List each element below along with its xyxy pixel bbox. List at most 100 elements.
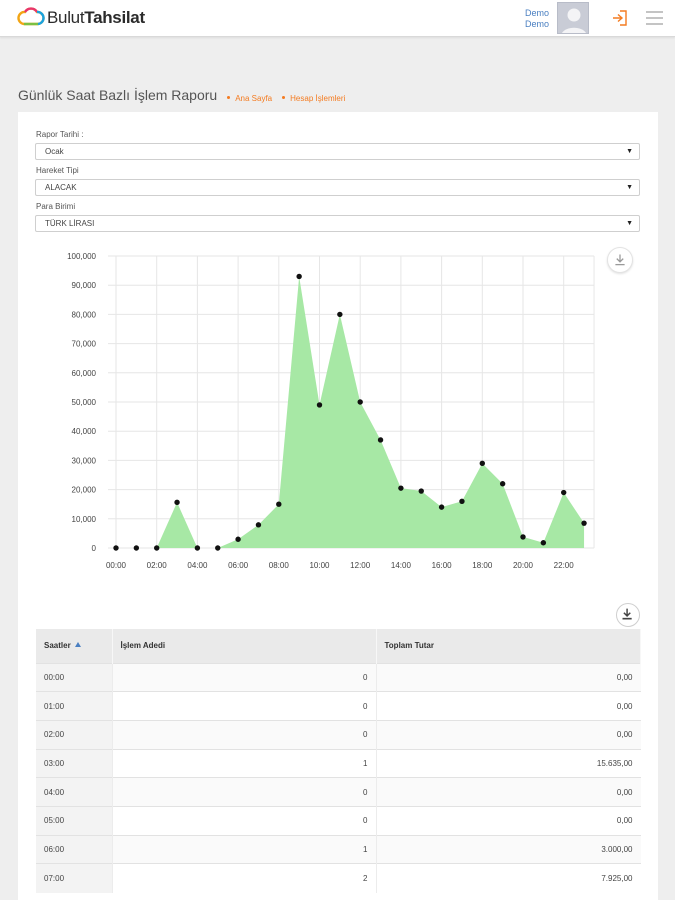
- data-point[interactable]: [398, 485, 404, 491]
- hourly-area-chart: 0 10,000 20,000 30,000 40,000 50,000 60,000 70,…: [67, 252, 595, 570]
- cell-count: 1: [111, 748, 376, 778]
- cell-total: 0,00: [375, 691, 641, 721]
- x-tick-label: 22:00: [554, 561, 575, 570]
- menu-bar-icon: [646, 11, 663, 13]
- page-title: Günlük Saat Bazlı İşlem Raporu: [18, 87, 218, 103]
- table-row: 05:00 0 0,00: [36, 805, 641, 836]
- y-tick-label: 10,000: [72, 515, 97, 524]
- breadcrumb-account-ops-label: Hesap İşlemleri: [290, 94, 346, 103]
- x-tick-label: 08:00: [269, 561, 290, 570]
- transaction-type-label: Hareket Tipi: [36, 166, 79, 175]
- data-point[interactable]: [438, 504, 445, 510]
- user-info[interactable]: Demo Demo: [525, 8, 549, 30]
- logout-icon: [613, 10, 627, 26]
- logo-text-part2: Tahsilat: [84, 8, 145, 27]
- user-name: Demo: [524, 8, 549, 18]
- cell-hour: 04:00: [36, 777, 112, 807]
- column-header-count-label: İşlem Adedi: [120, 641, 166, 651]
- y-tick-label: 60,000: [72, 369, 97, 378]
- y-tick-label: 90,000: [72, 281, 97, 290]
- column-header-total[interactable]: Toplam Tutar: [376, 629, 641, 663]
- data-point[interactable]: [418, 488, 424, 494]
- cell-count: 2: [111, 863, 376, 893]
- logo-text-part1: Bulut: [47, 8, 85, 27]
- data-point[interactable]: [377, 437, 384, 443]
- breadcrumb-home[interactable]: Ana Sayfa: [227, 94, 272, 103]
- y-tick-label: 70,000: [72, 340, 97, 349]
- cell-count: 0: [111, 691, 376, 721]
- bullet-icon: [227, 96, 231, 99]
- column-header-hours[interactable]: Saatler: [36, 629, 113, 663]
- user-silhouette-icon: [562, 8, 586, 33]
- chart-download-button[interactable]: [607, 247, 633, 273]
- breadcrumb-account-ops[interactable]: Hesap İşlemleri: [282, 94, 345, 103]
- data-point[interactable]: [255, 522, 262, 528]
- column-header-count[interactable]: İşlem Adedi: [112, 629, 377, 663]
- data-point[interactable]: [459, 498, 465, 504]
- data-point[interactable]: [499, 481, 506, 487]
- hourly-report-table: Saatler İşlem Adedi Toplam Tutar 00:00 0…: [36, 629, 641, 893]
- data-point[interactable]: [357, 399, 363, 405]
- data-point[interactable]: [174, 499, 180, 506]
- column-header-total-label: Toplam Tutar: [384, 641, 434, 651]
- menu-bar-icon: [646, 17, 663, 19]
- data-point[interactable]: [581, 520, 587, 526]
- x-axis-ticks: 00:00 02:00 04:00 06:00 08:00 10:00 12:00 14:00…: [106, 561, 574, 570]
- table-row: 00:00 0 0,00: [36, 662, 641, 692]
- data-point[interactable]: [316, 402, 323, 408]
- data-point[interactable]: [561, 489, 567, 496]
- currency-select[interactable]: TÜRK LİRASI ▼: [35, 215, 640, 232]
- x-tick-label: 20:00: [513, 561, 534, 570]
- caret-down-icon: ▼: [626, 220, 633, 227]
- column-header-hours-label: Saatler: [44, 641, 71, 651]
- top-navbar: BulutTahsilat Demo Demo: [0, 0, 675, 37]
- x-tick-label: 02:00: [147, 561, 168, 570]
- table-download-button[interactable]: [616, 603, 640, 627]
- table-row: 01:00 0 0,00: [36, 691, 641, 721]
- data-point[interactable]: [113, 545, 119, 551]
- cell-hour: 01:00: [36, 691, 112, 721]
- data-point[interactable]: [520, 534, 526, 540]
- hamburger-menu-button[interactable]: [646, 11, 663, 25]
- cell-count: 0: [111, 662, 376, 692]
- y-tick-label: 50,000: [72, 398, 97, 407]
- series-area: [116, 276, 585, 548]
- cell-total: 0,00: [375, 777, 641, 807]
- data-point[interactable]: [479, 460, 485, 467]
- y-tick-label: 80,000: [72, 310, 97, 319]
- x-tick-label: 06:00: [228, 561, 249, 570]
- cell-count: 0: [111, 805, 376, 836]
- data-point[interactable]: [337, 311, 343, 318]
- table-row: 06:00 1 3.000,00: [36, 834, 641, 864]
- data-point[interactable]: [133, 545, 140, 551]
- cell-total: 0,00: [375, 662, 641, 692]
- data-point[interactable]: [215, 545, 221, 551]
- data-point[interactable]: [235, 536, 241, 542]
- avatar[interactable]: [557, 2, 589, 34]
- cell-count: 0: [111, 777, 376, 807]
- data-point[interactable]: [194, 545, 201, 551]
- y-tick-label: 100,000: [67, 252, 96, 261]
- x-tick-label: 14:00: [391, 561, 412, 570]
- app-logo[interactable]: BulutTahsilat: [17, 7, 145, 29]
- data-point[interactable]: [540, 540, 547, 546]
- table-row: 03:00 1 15.635,00: [36, 748, 641, 778]
- transaction-type-value: ALACAK: [45, 183, 77, 192]
- report-date-select[interactable]: Ocak ▼: [35, 143, 640, 160]
- download-icon: [622, 608, 632, 620]
- data-point[interactable]: [296, 273, 302, 280]
- logout-button[interactable]: [611, 9, 629, 27]
- transaction-type-select[interactable]: ALACAK ▼: [35, 179, 640, 196]
- cell-hour: 05:00: [36, 805, 112, 836]
- breadcrumb-home-label: Ana Sayfa: [235, 94, 273, 103]
- cell-total: 3.000,00: [375, 834, 641, 864]
- menu-bar-icon: [646, 23, 663, 25]
- bullet-icon: [282, 96, 286, 99]
- cell-count: 1: [111, 834, 376, 864]
- data-point[interactable]: [276, 501, 282, 507]
- report-card: Rapor Tarihi : Ocak ▼ Hareket Tipi ALACA…: [18, 112, 658, 900]
- data-point[interactable]: [154, 545, 160, 551]
- page-header: Günlük Saat Bazlı İşlem Raporu Ana Sayfa…: [18, 87, 345, 103]
- cell-hour: 03:00: [36, 748, 112, 778]
- y-tick-label: 40,000: [72, 427, 97, 436]
